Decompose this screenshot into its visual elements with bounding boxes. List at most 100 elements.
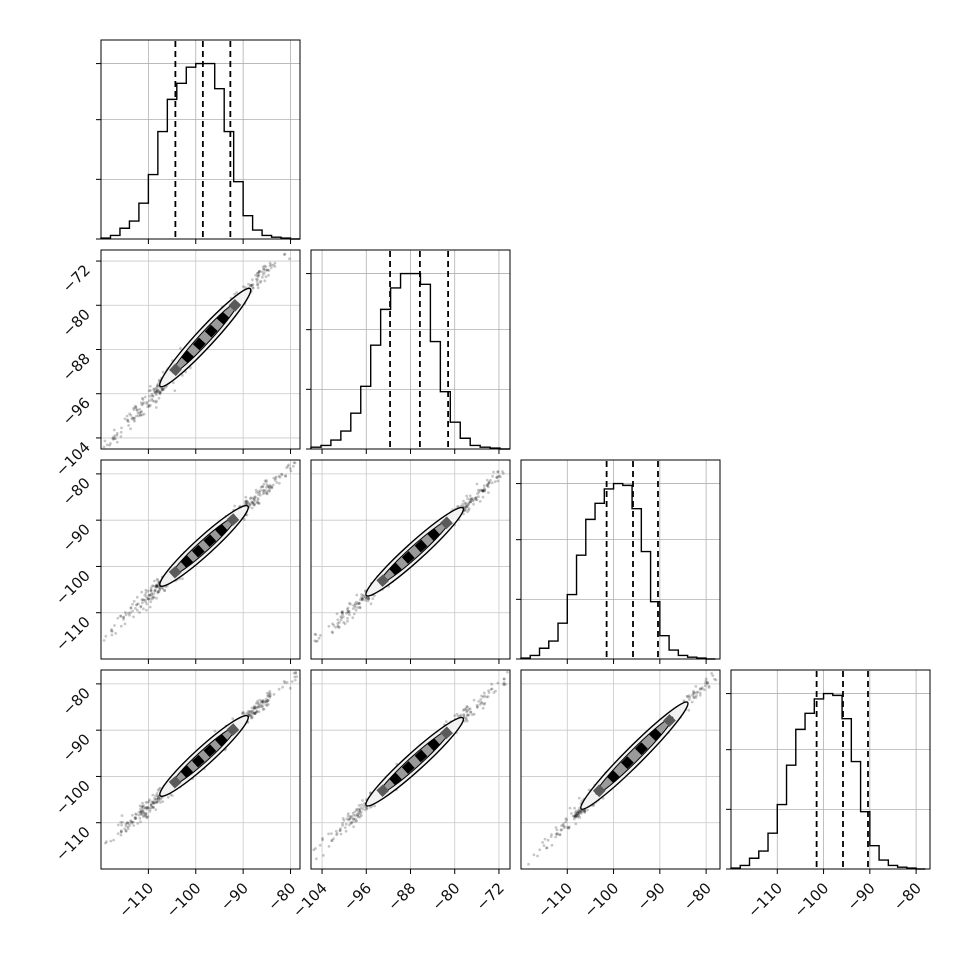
scatter-point (366, 599, 370, 603)
scatter-point (149, 586, 153, 589)
scatter-point (267, 269, 271, 272)
xtick-label: −110 (115, 879, 157, 921)
scatter-point (477, 700, 481, 703)
scatter-point (245, 502, 249, 506)
scatter-point (103, 439, 107, 443)
scatter-point (360, 597, 364, 601)
histogram-0 (100, 62, 300, 240)
scatter-point (250, 706, 254, 710)
xtick-label: −90 (844, 879, 879, 914)
scatter-point (241, 710, 245, 714)
scatter-point (358, 598, 362, 601)
density-block (440, 516, 453, 530)
scatter-point (501, 470, 504, 473)
scatter-point (124, 611, 127, 614)
scatter-point (498, 475, 502, 479)
scatter-point (562, 822, 565, 826)
scatter-point (363, 802, 366, 806)
scatter-point (464, 707, 468, 710)
scatter-point (250, 506, 254, 510)
scatter-point (254, 273, 257, 277)
scatter-point (573, 806, 576, 810)
scatter-point (166, 795, 170, 799)
scatter-point (136, 602, 140, 606)
scatter-point (467, 508, 471, 512)
scatter-point (149, 600, 153, 604)
scatter-point (144, 600, 148, 604)
scatter-point (354, 817, 357, 821)
scatter-point (270, 485, 274, 489)
scatter-point (157, 396, 161, 400)
scatter-point (357, 811, 360, 814)
scatter-point (146, 589, 150, 593)
scatter-point (161, 800, 165, 803)
scatter-point (453, 714, 457, 717)
scatter-point (481, 695, 485, 699)
scatter-point (153, 798, 157, 802)
scatter-point (156, 384, 159, 388)
scatter-point (347, 818, 350, 822)
scatter-point (162, 388, 166, 391)
scatter-point (158, 586, 162, 589)
scatter-point (351, 616, 355, 620)
scatter-point (253, 499, 257, 503)
scatter-point (492, 470, 495, 474)
scatter-point (255, 501, 259, 505)
scatter-point (475, 706, 479, 709)
scatter-point (287, 463, 290, 467)
scatter-point (262, 701, 265, 705)
scatter-point (253, 712, 257, 716)
scatter-point (692, 696, 696, 700)
scatter-point (575, 814, 578, 817)
scatter-point (251, 501, 255, 504)
scatter-point (322, 854, 325, 857)
scatter-point (243, 518, 246, 521)
scatter-point (368, 806, 372, 809)
scatter-point (127, 611, 130, 615)
scatter-point (319, 634, 322, 637)
scatter-point (127, 424, 130, 427)
scatter-point (135, 608, 139, 612)
scatter-point (545, 846, 548, 850)
scatter-point (361, 598, 365, 602)
scatter-point (356, 602, 359, 606)
scatter-point (258, 491, 262, 494)
scatter-point (245, 513, 249, 517)
scatter-point (265, 700, 268, 704)
scatter-point (129, 606, 133, 610)
scatter-point (568, 806, 572, 810)
scatter-point (473, 497, 477, 500)
scatter-point (573, 814, 577, 818)
scatter-point (277, 687, 281, 691)
scatter-point (256, 274, 260, 278)
xtick-label: −80 (680, 879, 715, 914)
scatter-point (345, 611, 348, 615)
scatter-point (141, 601, 144, 605)
scatter-point (125, 821, 129, 825)
scatter-point (250, 283, 254, 287)
scatter-point (247, 501, 251, 505)
scatter-point (142, 607, 145, 611)
scatter-point (138, 611, 141, 614)
scatter-point (265, 691, 269, 695)
scatter-point (264, 489, 267, 492)
scatter-point (154, 585, 158, 588)
scatter-point (245, 711, 249, 715)
scatter-point (284, 474, 288, 478)
scatter-point (245, 502, 249, 505)
scatter-point (469, 710, 472, 714)
scatter-point (340, 616, 344, 620)
scatter-point (472, 698, 476, 702)
axes-frame-0-0 (100, 39, 301, 240)
scatter-point (352, 817, 355, 821)
scatter-point (555, 832, 559, 835)
scatter-point (546, 838, 550, 842)
scatter-point (256, 278, 259, 281)
scatter-point (261, 707, 265, 711)
scatter-point (114, 632, 118, 635)
scatter-point (152, 801, 156, 804)
scatter-point (506, 670, 509, 674)
contour-inner (379, 729, 451, 795)
scatter-point (256, 274, 259, 278)
scatter-point (147, 404, 151, 407)
